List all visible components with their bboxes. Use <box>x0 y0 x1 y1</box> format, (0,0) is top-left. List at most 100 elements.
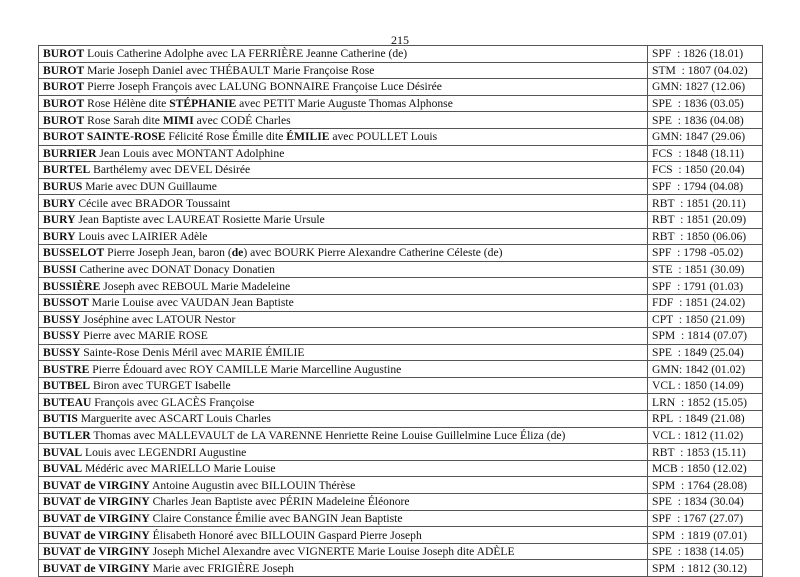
surname-bold: BUTLER <box>43 428 91 442</box>
parish-date-cell: RBT : 1853 (15.11) <box>647 443 763 461</box>
name-text: Louis avec LEGENDRI Augustine <box>82 445 247 459</box>
surname-bold: BUTIS <box>43 412 78 426</box>
name-text: Sainte-Rose Denis Méril avec MARIE ÉMILI… <box>80 345 305 359</box>
surname-bold: BUTEAU <box>43 395 92 409</box>
name-text: Pierre Joseph François avec LALUNG BONNA… <box>84 80 442 94</box>
parish-date-cell: SPF : 1767 (27.07) <box>647 509 763 528</box>
couple-names-cell: BUSSY Sainte-Rose Denis Méril avec MARIE… <box>38 343 648 362</box>
surname-bold: BUSSELOT <box>43 246 105 260</box>
table-row: BUTIS Marguerite avec ASCART Louis Charl… <box>38 410 763 428</box>
surname-bold: BUSTRE <box>43 362 90 376</box>
couple-names-cell: BUSSOT Marie Louise avec VAUDAN Jean Bap… <box>38 293 648 312</box>
name-text: avec PETIT Marie Auguste Thomas Alphonse <box>236 97 453 111</box>
surname-bold: BUVAT de VIRGINY <box>43 561 150 575</box>
parish-date-cell: SPE : 1836 (03.05) <box>647 94 763 113</box>
name-text: Catherine avec DONAT Donacy Donatien <box>76 263 275 277</box>
surname-bold: BUROT <box>43 63 85 77</box>
table-row: BUROT Marie Joseph Daniel avec THÉBAULT … <box>38 61 763 80</box>
surname-bold: BUVAT de VIRGINY <box>43 545 150 559</box>
name-text: Pierre Joseph Jean, baron ( <box>104 246 232 260</box>
surname-bold: ÉMILIE <box>286 130 330 144</box>
table-row: BURRIER Jean Louis avec MONTANT Adolphin… <box>38 144 763 163</box>
name-text: Marie avec DUN Guillaume <box>82 180 217 194</box>
surname-bold: BUVAL <box>43 445 83 459</box>
surname-bold: BUVAT de VIRGINY <box>43 528 150 542</box>
marriage-register-table: BUROT Louis Catherine Adolphe avec LA FE… <box>38 45 763 577</box>
couple-names-cell: BURY Cécile avec BRADOR Toussaint <box>38 194 648 212</box>
couple-names-cell: BURRIER Jean Louis avec MONTANT Adolphin… <box>38 144 648 163</box>
table-row: BUSTRE Pierre Édouard avec ROY CAMILLE M… <box>38 360 763 378</box>
name-text: Élisabeth Honoré avec BILLOUIN Gaspard P… <box>149 528 422 542</box>
parish-date-cell: SPM : 1814 (07.07) <box>647 327 763 345</box>
name-text: Jean Louis avec MONTANT Adolphine <box>96 146 285 160</box>
table-row: BUSSI Catherine avec DONAT Donacy Donati… <box>38 260 763 279</box>
couple-names-cell: BUSSELOT Pierre Joseph Jean, baron (de) … <box>38 244 648 262</box>
surname-bold: BUSSY <box>43 312 81 326</box>
table-row: BUROT Rose Hélène dite STÉPHANIE avec PE… <box>38 94 763 113</box>
table-row: BUVAT de VIRGINY Élisabeth Honoré avec B… <box>38 526 763 544</box>
surname-bold: BUVAT de VIRGINY <box>43 511 150 525</box>
couple-names-cell: BUVAT de VIRGINY Élisabeth Honoré avec B… <box>38 526 648 544</box>
table-row: BURUS Marie avec DUN Guillaume SPF : 1794… <box>38 177 763 196</box>
surname-bold: BUSSIÈRE <box>43 279 101 293</box>
name-text: avec CODÉ Charles <box>193 113 291 127</box>
couple-names-cell: BUTEAU François avec GLACÈS Françoise <box>38 393 648 412</box>
name-text: Rose Hélène dite <box>84 97 170 111</box>
couple-names-cell: BURUS Marie avec DUN Guillaume <box>38 177 648 196</box>
couple-names-cell: BUVAT de VIRGINY Antoine Augustin avec B… <box>38 476 648 495</box>
name-text: Marie avec FRIGIÈRE Joseph <box>149 561 294 575</box>
name-text: Jean Baptiste avec LAUREAT Rosiette Mari… <box>75 213 325 227</box>
parish-date-cell: GMN: 1847 (29.06) <box>647 127 763 146</box>
table-row: BUSSY Joséphine avec LATOUR Nestor CPT : … <box>38 310 763 329</box>
table-row: BUVAT de VIRGINY Marie avec FRIGIÈRE Jos… <box>38 559 763 577</box>
couple-names-cell: BUVAT de VIRGINY Charles Jean Baptiste a… <box>38 493 648 511</box>
surname-bold: BUROT <box>43 80 85 94</box>
surname-bold: BUVAT de VIRGINY <box>43 478 150 492</box>
table-row: BUTEAU François avec GLACÈS Françoise LRN… <box>38 393 763 412</box>
parish-date-cell: FCS : 1848 (18.11) <box>647 144 763 163</box>
name-text: Louis avec LAIRIER Adèle <box>75 229 208 243</box>
parish-date-cell: SPE : 1836 (04.08) <box>647 111 763 129</box>
name-text: François avec GLACÈS Françoise <box>91 395 255 409</box>
name-text: Marie Joseph Daniel avec THÉBAULT Marie … <box>84 63 375 77</box>
couple-names-cell: BUVAT de VIRGINY Joseph Michel Alexandre… <box>38 542 648 561</box>
table-row: BUVAT de VIRGINY Joseph Michel Alexandre… <box>38 542 763 561</box>
name-text: Antoine Augustin avec BILLOUIN Thérèse <box>149 478 356 492</box>
couple-names-cell: BUROT SAINTE-ROSE Félicité Rose Émille d… <box>38 127 648 146</box>
name-text: Rose Sarah dite <box>84 113 163 127</box>
table-row: BUROT Rose Sarah dite MIMI avec CODÉ Cha… <box>38 111 763 129</box>
couple-names-cell: BUSSI Catherine avec DONAT Donacy Donati… <box>38 260 648 279</box>
parish-date-cell: SPE : 1838 (14.05) <box>647 542 763 561</box>
table-row: BUVAT de VIRGINY Antoine Augustin avec B… <box>38 476 763 495</box>
parish-date-cell: RBT : 1850 (06.06) <box>647 227 763 246</box>
parish-date-cell: SPF : 1826 (18.01) <box>647 45 763 63</box>
couple-names-cell: BUTBEL Biron avec TURGET Isabelle <box>38 376 648 395</box>
parish-date-cell: RBT : 1851 (20.11) <box>647 194 763 212</box>
couple-names-cell: BUTLER Thomas avec MALLEVAULT de LA VARE… <box>38 426 648 445</box>
name-text: Barthélemy avec DEVEL Désirée <box>90 163 251 177</box>
surname-bold: BUROT <box>43 47 85 61</box>
couple-names-cell: BUVAL Médéric avec MARIELLO Marie Louise <box>38 459 648 478</box>
name-text: Pierre avec MARIE ROSE <box>80 329 208 343</box>
surname-bold: BUSSY <box>43 345 81 359</box>
surname-bold: BUTBEL <box>43 379 91 393</box>
parish-date-cell: GMN: 1842 (01.02) <box>647 360 763 378</box>
couple-names-cell: BURTEL Barthélemy avec DEVEL Désirée <box>38 161 648 179</box>
surname-bold: BUVAL <box>43 462 83 476</box>
couple-names-cell: BURY Jean Baptiste avec LAUREAT Rosiette… <box>38 210 648 229</box>
couple-names-cell: BUROT Rose Hélène dite STÉPHANIE avec PE… <box>38 94 648 113</box>
table-row: BURTEL Barthélemy avec DEVEL Désirée FCS … <box>38 161 763 179</box>
surname-bold: STÉPHANIE <box>169 97 237 111</box>
couple-names-cell: BUVAT de VIRGINY Claire Constance Émilie… <box>38 509 648 528</box>
table-row: BURY Cécile avec BRADOR Toussaint RBT : 1… <box>38 194 763 212</box>
surname-bold: BURY <box>43 229 76 243</box>
couple-names-cell: BUSTRE Pierre Édouard avec ROY CAMILLE M… <box>38 360 648 378</box>
parish-date-cell: SPF : 1798 -05.02) <box>647 244 763 262</box>
parish-date-cell: VCL : 1850 (14.09) <box>647 376 763 395</box>
couple-names-cell: BUROT Louis Catherine Adolphe avec LA FE… <box>38 45 648 63</box>
surname-bold: BUSSOT <box>43 296 89 310</box>
parish-date-cell: SPM : 1812 (30.12) <box>647 559 763 577</box>
surname-bold: BURY <box>43 196 76 210</box>
surname-bold: BUVAT de VIRGINY <box>43 495 150 509</box>
surname-bold: MIMI <box>162 113 194 127</box>
